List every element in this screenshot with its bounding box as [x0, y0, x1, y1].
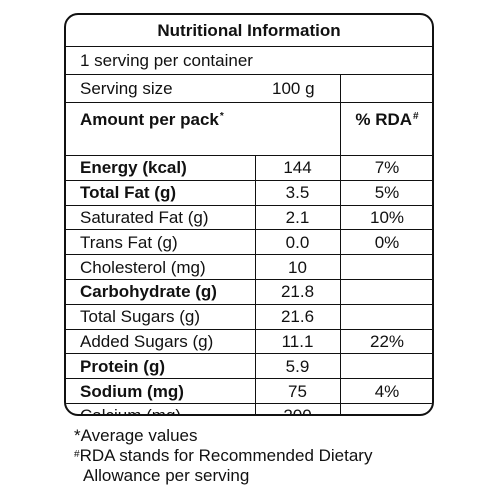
nutrient-row: Protein (g) 5.9	[66, 353, 432, 378]
title-row: Nutritional Information	[66, 15, 432, 46]
nutrient-name: Trans Fat (g)	[80, 232, 178, 252]
nutrient-amount: 10	[288, 257, 307, 277]
nutrient-row: Added Sugars (g) 11.1 22%	[66, 328, 432, 354]
nutrient-name: Total Fat (g)	[80, 183, 176, 203]
label-title: Nutritional Information	[157, 20, 341, 40]
nutrient-row: Saturated Fat (g) 2.1 10%	[66, 204, 432, 230]
amount-header-text: Amount per pack	[80, 109, 219, 129]
servings-per-container: 1 serving per container	[80, 51, 253, 70]
nutrient-row: Cholesterol (mg) 10	[66, 254, 432, 279]
footnotes: *Average values #RDA stands for Recommen…	[74, 426, 372, 486]
nutrient-rda: 10%	[369, 207, 405, 227]
nutrient-row: Energy (kcal) 144 7%	[66, 155, 432, 180]
nutrient-amount: 144	[283, 158, 312, 178]
nutrient-amount: 21.8	[280, 282, 315, 302]
nutrient-name: Protein (g)	[80, 356, 165, 376]
nutrient-name: Energy (kcal)	[80, 158, 187, 178]
nutrient-rda: 0%	[374, 232, 400, 252]
nutrient-row: Total Sugars (g) 21.6	[66, 303, 432, 329]
amount-per-pack-header: Amount per pack *	[80, 103, 224, 135]
nutrient-rda	[340, 280, 432, 304]
nutrient-rda	[340, 255, 432, 279]
amount-column-divider	[255, 155, 256, 414]
footnote-rda: #RDA stands for Recommended Dietary	[74, 446, 372, 466]
nutrient-rda: 5%	[374, 183, 400, 203]
nutrient-name: Calcium (mg)	[80, 406, 182, 416]
nutrient-row: Carbohydrate (g) 21.8	[66, 279, 432, 304]
footnote-average: *Average values	[74, 426, 198, 445]
nutrient-rda	[340, 305, 432, 329]
nutrition-label: Nutritional Information 1 serving per co…	[64, 13, 434, 416]
nutrient-row: Calcium (mg) 200	[66, 403, 432, 416]
rda-header: % RDA #	[340, 103, 432, 135]
nutrient-amount: 75	[288, 381, 307, 401]
nutrient-name: Carbohydrate (g)	[80, 282, 217, 302]
serving-size-label: Serving size	[80, 79, 173, 98]
amount-header-mark: *	[219, 111, 224, 123]
nutrient-amount: 3.5	[285, 183, 310, 203]
rda-column-divider	[340, 74, 341, 414]
nutrient-name: Added Sugars (g)	[80, 331, 214, 351]
nutrient-rda: 4%	[374, 381, 400, 401]
nutrient-row: Trans Fat (g) 0.0 0%	[66, 229, 432, 254]
nutrient-name: Sodium (mg)	[80, 381, 184, 401]
nutrient-amount: 5.9	[285, 356, 310, 376]
rda-header-mark: #	[413, 111, 419, 123]
nutrient-amount: 11.1	[281, 331, 314, 351]
header-row: Amount per pack * % RDA #	[66, 102, 432, 155]
rda-header-text: % RDA	[355, 109, 413, 129]
nutrient-amount: 200	[283, 406, 312, 416]
nutrient-name: Cholesterol (mg)	[80, 257, 206, 277]
nutrient-name: Saturated Fat (g)	[80, 207, 209, 227]
nutrient-rda: 22%	[369, 331, 405, 351]
serving-size-row: Serving size 100 g	[66, 74, 432, 102]
servings-row: 1 serving per container	[66, 46, 432, 74]
nutrient-rda	[340, 354, 432, 378]
nutrient-row: Sodium (mg) 75 4%	[66, 378, 432, 403]
footnote-rda-mark: #	[74, 449, 80, 460]
nutrient-name: Total Sugars (g)	[80, 307, 200, 327]
footnote-rda-line1: RDA stands for Recommended Dietary	[79, 446, 373, 465]
footnote-rda-line2: Allowance per serving	[83, 466, 250, 485]
nutrient-rda: 7%	[374, 158, 400, 178]
nutrient-amount: 0.0	[285, 232, 310, 252]
nutrient-rda	[340, 404, 432, 414]
nutrient-amount: 2.1	[285, 207, 310, 227]
nutrient-amount: 21.6	[280, 307, 315, 327]
serving-size-value: 100 g	[272, 79, 315, 98]
nutrient-row: Total Fat (g) 3.5 5%	[66, 179, 432, 205]
